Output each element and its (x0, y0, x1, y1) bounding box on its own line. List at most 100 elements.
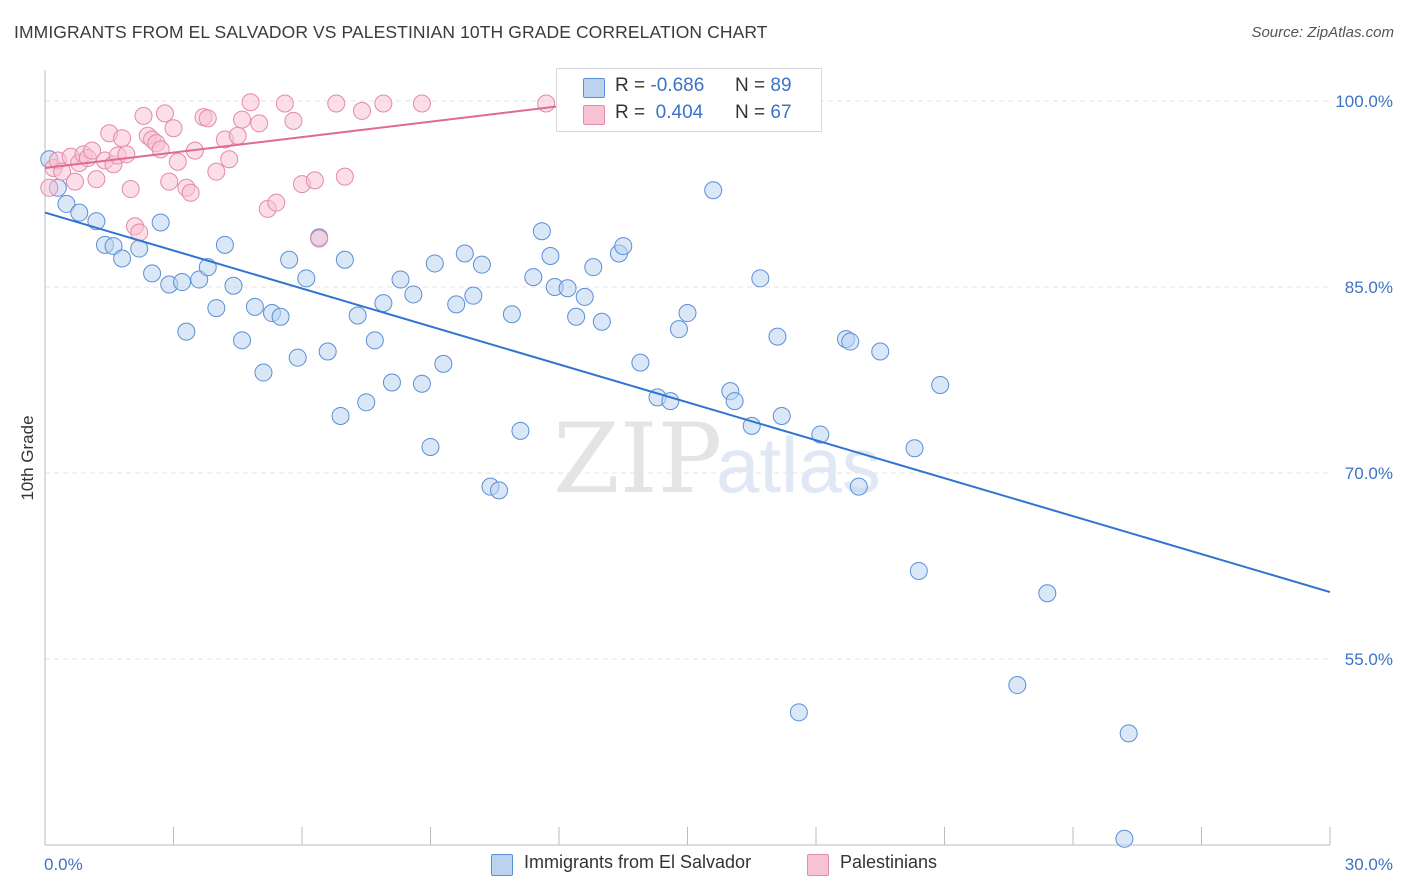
el-salvador-point-79 (931, 375, 950, 394)
palestinians-point-43 (275, 94, 294, 113)
el-salvador-point-13 (177, 322, 196, 341)
bottom-legend-swatch-blue (491, 854, 513, 876)
el-salvador-point-23 (271, 307, 290, 326)
palestinians-point-38 (233, 110, 252, 129)
trend-line-el-salvador (44, 211, 1331, 593)
bottom-legend-label-pink: Palestinians (840, 852, 938, 872)
el-salvador-point-21 (254, 363, 273, 382)
el-salvador-point-64 (669, 320, 688, 339)
palestinians-point-33 (198, 109, 217, 128)
el-salvador-point-55 (567, 307, 586, 326)
el-salvador-point-72 (772, 406, 791, 425)
legend-n-pink: N = 67 (735, 102, 792, 123)
watermark: ZIP atlas (553, 403, 881, 515)
el-salvador-point-50 (524, 268, 543, 287)
el-salvador-point-82 (1008, 676, 1027, 695)
el-salvador-point-71 (768, 327, 787, 346)
palestinians-point-25 (155, 104, 174, 123)
palestinians-point-15 (113, 129, 132, 148)
el-salvador-point-66 (704, 181, 723, 200)
el-salvador-point-24 (280, 250, 299, 269)
palestinians-point-0 (40, 178, 59, 197)
trend-line-palestinians (44, 97, 624, 169)
el-salvador-point-33 (365, 331, 384, 350)
el-salvador-point-38 (412, 374, 431, 393)
palestinians-point-28 (168, 152, 187, 171)
el-salvador-point-48 (502, 305, 521, 324)
el-salvador-point-40 (425, 254, 444, 273)
el-salvador-point-78 (905, 439, 924, 458)
el-salvador-point-9 (143, 264, 162, 283)
el-salvador-point-68 (725, 392, 744, 411)
watermark-zip: ZIP (553, 403, 722, 515)
palestinians-point-40 (250, 114, 269, 133)
palestinians-point-34 (207, 162, 226, 181)
palestinians-point-27 (164, 119, 183, 138)
source-label: Source: ZipAtlas.com (1251, 24, 1394, 41)
el-salvador-point-2 (57, 194, 76, 213)
palestinians-point-48 (327, 94, 346, 113)
palestinians-point-10 (87, 170, 106, 189)
el-salvador-point-30 (335, 250, 354, 269)
el-salvador-point-65 (678, 304, 697, 323)
el-salvador-point-14 (190, 270, 209, 289)
el-salvador-point-83 (789, 703, 808, 722)
el-salvador-point-58 (592, 312, 611, 331)
el-salvador-point-25 (288, 348, 307, 367)
palestinians-point-9 (83, 141, 102, 160)
palestinians-point-20 (134, 106, 153, 125)
trend-lines (44, 97, 1331, 593)
el-salvador-point-41 (434, 354, 453, 373)
palestinians-point-50 (352, 101, 371, 120)
palestinians-point-52 (412, 94, 431, 113)
el-salvador-point-18 (224, 276, 243, 295)
palestinians-point-36 (220, 150, 239, 169)
el-salvador-point-3 (70, 203, 89, 222)
el-salvador-point-44 (464, 286, 483, 305)
palestinians-point-26 (160, 172, 179, 191)
palestinians-point-42 (267, 193, 286, 212)
palestinians-point-46 (305, 171, 324, 190)
el-salvador-point-17 (215, 235, 234, 254)
el-salvador-point-26 (297, 269, 316, 288)
palestinians-point-44 (284, 111, 303, 130)
el-salvador-point-77 (871, 342, 890, 361)
x-tick-label-0: 0.0% (44, 855, 83, 874)
el-salvador-point-42 (447, 295, 466, 314)
y-tick-label-0: 55.0% (1345, 650, 1393, 669)
el-salvador-point-56 (575, 287, 594, 306)
palestinians-point-49 (335, 167, 354, 186)
el-salvador-point-35 (382, 373, 401, 392)
grid-lines (45, 100, 1330, 660)
el-salvador-point-60 (614, 237, 633, 256)
correlation-legend: R = -0.686 N = 89 R = 0.404 N = 67 (556, 68, 822, 132)
legend-n-blue: N = 89 (735, 75, 792, 96)
el-salvador-point-45 (472, 255, 491, 274)
el-salvador-point-20 (245, 297, 264, 316)
legend-swatch-blue (583, 78, 605, 98)
el-salvador-point-54 (558, 279, 577, 298)
el-salvador-point-31 (348, 306, 367, 325)
el-salvador-point-6 (104, 237, 123, 256)
legend-swatch-pink (583, 105, 605, 125)
el-salvador-point-16 (207, 299, 226, 318)
el-salvador-point-80 (909, 561, 928, 580)
legend-r-pink: R = 0.404 (615, 102, 704, 123)
palestinians-point-39 (241, 93, 260, 112)
el-salvador-point-57 (584, 258, 603, 277)
palestinians-point-47 (310, 229, 329, 248)
palestinians-point-5 (65, 172, 84, 191)
y-axis-label: 10th Grade (18, 415, 37, 500)
el-salvador-point-85 (1115, 829, 1134, 848)
palestinians-point-51 (374, 94, 393, 113)
el-salvador-point-43 (455, 244, 474, 263)
el-salvador-point-52 (541, 247, 560, 265)
y-tick-label-1: 70.0% (1345, 464, 1393, 483)
chart-title: IMMIGRANTS FROM EL SALVADOR VS PALESTINI… (14, 22, 768, 42)
palestinians-point-30 (181, 183, 200, 202)
x-tick-label-1: 30.0% (1345, 855, 1393, 874)
el-salvador-point-37 (404, 285, 423, 304)
el-salvador-point-61 (631, 353, 650, 372)
el-salvador-point-75 (841, 332, 860, 351)
